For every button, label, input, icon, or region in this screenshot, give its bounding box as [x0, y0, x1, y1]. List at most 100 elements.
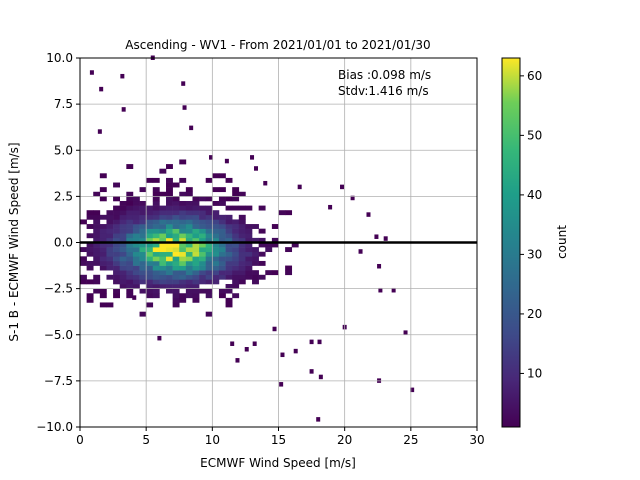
histogram-cell — [212, 270, 220, 276]
histogram-cell — [139, 260, 147, 266]
histogram-cell — [252, 270, 259, 276]
histogram-cell — [132, 256, 140, 262]
x-tick-label: 25 — [403, 433, 418, 447]
histogram-cell — [232, 196, 240, 202]
y-tick-label: 2.5 — [54, 189, 73, 203]
histogram-cell — [159, 265, 167, 271]
outlier-cell — [403, 330, 408, 335]
histogram-cell — [199, 279, 207, 285]
outlier-cell — [121, 107, 126, 112]
histogram-cell — [113, 274, 120, 280]
histogram-cell — [271, 237, 279, 243]
histogram-cell — [139, 210, 147, 216]
outlier-cell — [244, 347, 249, 352]
histogram-cell — [80, 219, 87, 225]
histogram-cell — [185, 219, 193, 225]
histogram-cell — [205, 274, 213, 280]
histogram-cell — [179, 219, 187, 225]
histogram-cell — [126, 288, 134, 294]
outlier-cell — [209, 155, 214, 160]
x-tick-label: 20 — [337, 433, 352, 447]
histogram-cell — [152, 228, 160, 234]
histogram-cell — [179, 177, 187, 183]
histogram-cell — [146, 293, 154, 299]
colorbar-tick-label: 50 — [527, 128, 542, 142]
x-axis-label: ECMWF Wind Speed [m/s] — [200, 456, 356, 470]
histogram-cell — [238, 233, 246, 239]
histogram-cell — [146, 251, 154, 257]
histogram-cell — [132, 237, 140, 243]
histogram-cell — [185, 205, 193, 211]
histogram-cell — [139, 205, 147, 211]
histogram-cell — [238, 205, 246, 211]
histogram-cell — [146, 228, 154, 234]
histogram-cell — [185, 200, 193, 206]
histogram-cell — [119, 224, 127, 229]
histogram-cell — [232, 274, 240, 280]
histogram-cell — [80, 279, 87, 285]
histogram-cell — [245, 237, 253, 243]
histogram-cell — [99, 233, 107, 239]
histogram-cell — [113, 196, 120, 202]
histogram-cell — [99, 260, 107, 266]
outlier-cell — [297, 184, 302, 190]
histogram-cell — [166, 196, 173, 202]
histogram-cell — [205, 242, 213, 248]
histogram-cell — [285, 247, 293, 253]
histogram-cell — [146, 224, 154, 229]
histogram-cell — [225, 177, 233, 183]
histogram-cell — [212, 219, 220, 225]
histogram-cell — [205, 214, 213, 220]
histogram-cell — [179, 284, 187, 289]
histogram-cell — [126, 164, 134, 169]
histogram-cell — [205, 228, 213, 234]
histogram-cell — [245, 265, 253, 271]
histogram-cell — [212, 242, 220, 248]
histogram-cell — [113, 247, 120, 253]
histogram-cell — [166, 187, 173, 193]
histogram-cell — [212, 200, 220, 206]
chart-title: Ascending - WV1 - From 2021/01/01 to 202… — [125, 38, 430, 52]
histogram-cell — [212, 228, 220, 234]
histogram-cell — [166, 247, 173, 253]
histogram-cell — [152, 187, 160, 193]
outlier-cell — [89, 70, 94, 75]
histogram-cell — [146, 177, 154, 183]
histogram-cell — [113, 237, 120, 243]
histogram-cell — [166, 182, 173, 188]
histogram-cell — [192, 205, 200, 211]
histogram-cell — [179, 159, 187, 165]
outlier-cell — [377, 263, 382, 269]
histogram-cell — [93, 242, 101, 248]
histogram-cell — [185, 274, 193, 280]
histogram-cell — [258, 260, 266, 266]
histogram-cell — [258, 237, 266, 243]
histogram-cell — [205, 219, 213, 225]
histogram-cell — [99, 302, 107, 308]
histogram-cell — [218, 242, 226, 248]
outlier-cell — [383, 236, 388, 241]
histogram-cell — [232, 293, 240, 299]
histogram-cell — [179, 200, 187, 206]
histogram-cell — [172, 279, 180, 285]
histogram-cell — [232, 219, 240, 225]
histogram-cell — [225, 274, 233, 280]
histogram-cell — [139, 311, 147, 317]
histogram-cell — [93, 260, 101, 266]
histogram-cell — [166, 270, 173, 276]
outlier-cell — [318, 374, 323, 380]
outlier-cell — [391, 287, 396, 293]
histogram-cell — [86, 214, 94, 220]
histogram-cell — [166, 233, 173, 239]
histogram-cell — [166, 256, 173, 262]
histogram-cell — [179, 242, 187, 248]
histogram-cell — [126, 210, 134, 216]
histogram-cell — [99, 265, 107, 271]
histogram-cell — [179, 228, 187, 234]
outlier-cell — [309, 369, 314, 374]
outlier-cell — [157, 335, 162, 341]
histogram-cell — [172, 224, 180, 229]
colorbar-tick-label: 10 — [527, 366, 542, 380]
histogram-cell — [218, 200, 226, 206]
